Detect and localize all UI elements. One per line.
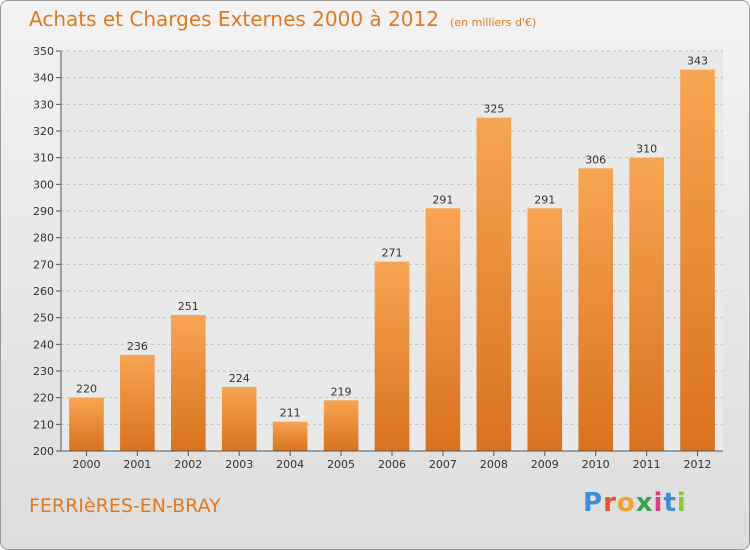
- x-tick-label: 2001: [123, 458, 151, 471]
- bar-value-label: 219: [331, 385, 352, 398]
- x-tick-label: 2005: [327, 458, 355, 471]
- y-tick-label: 250: [33, 312, 54, 325]
- y-tick-label: 200: [33, 445, 54, 458]
- x-tick-label: 2012: [684, 458, 712, 471]
- bar: [578, 168, 614, 452]
- y-tick-label: 280: [33, 232, 54, 245]
- bar: [120, 355, 155, 451]
- bar-value-label: 343: [687, 55, 708, 68]
- bars: 220 236 251 224 211 219 271 291 325 291 306 310 343: [69, 55, 715, 452]
- commune-name: FERRIèRES-EN-BRAY: [29, 495, 221, 517]
- y-tick-label: 270: [33, 258, 54, 271]
- x-tick-label: 2011: [633, 458, 661, 471]
- y-tick-label: 340: [33, 72, 54, 85]
- bar-value-label: 211: [280, 407, 301, 420]
- y-tick-label: 230: [33, 365, 54, 378]
- y-tick-label: 300: [33, 178, 54, 191]
- logo-letter: i: [676, 488, 687, 518]
- bar-value-label: 224: [229, 372, 250, 385]
- x-tick-label: 2007: [429, 458, 457, 471]
- y-tick-label: 330: [33, 98, 54, 111]
- logo-letter: x: [635, 488, 654, 518]
- bar: [272, 421, 308, 451]
- bar-value-label: 306: [585, 153, 606, 166]
- bar: [374, 261, 410, 451]
- x-tick-label: 2009: [531, 458, 559, 471]
- bar-value-label: 271: [382, 247, 403, 260]
- bar: [69, 397, 104, 451]
- bar: [527, 208, 563, 451]
- y-tick-label: 320: [33, 125, 54, 138]
- bar: [680, 69, 715, 452]
- chart-title: Achats et Charges Externes 2000 à 2012 (…: [29, 7, 536, 31]
- logo-letter: P: [583, 488, 604, 518]
- bar-value-label: 325: [483, 103, 504, 116]
- bar-value-label: 291: [432, 193, 453, 206]
- logo-letter: t: [663, 488, 677, 518]
- bar-value-label: 236: [127, 340, 148, 353]
- logo-letter: r: [603, 488, 617, 518]
- bar: [323, 400, 359, 451]
- logo-letter: i: [653, 488, 664, 518]
- bar-value-label: 251: [178, 300, 199, 313]
- x-tick-label: 2006: [378, 458, 406, 471]
- y-tick-label: 210: [33, 418, 54, 431]
- y-tick-label: 350: [33, 45, 54, 58]
- y-axis: 200 210 220 230 240 250 260 270 280 290 300 310 320 3…: [33, 45, 62, 458]
- bar: [425, 208, 461, 451]
- x-tick-label: 2000: [72, 458, 100, 471]
- bar: [629, 157, 664, 451]
- bar-value-label: 220: [76, 383, 97, 396]
- y-tick-label: 260: [33, 285, 54, 298]
- y-tick-label: 220: [33, 392, 54, 405]
- y-tick-label: 240: [33, 338, 54, 351]
- x-tick-label: 2008: [480, 458, 508, 471]
- x-tick-label: 2003: [225, 458, 253, 471]
- bar: [170, 315, 206, 451]
- x-tick-label: 2002: [174, 458, 202, 471]
- x-axis: 2000 2001 2002 2003 2004 2005 2006 2007 2008 2009…: [61, 450, 723, 471]
- chart-unit: (en milliers d'€): [450, 16, 537, 29]
- proxiti-logo: Proxiti: [583, 488, 687, 518]
- bar: [476, 117, 512, 452]
- chart-title-main: Achats et Charges Externes 2000 à 2012: [29, 7, 439, 31]
- y-tick-label: 290: [33, 205, 54, 218]
- x-tick-label: 2010: [582, 458, 610, 471]
- bar: [221, 387, 257, 451]
- x-tick-label: 2004: [276, 458, 304, 471]
- bar-value-label: 291: [534, 193, 555, 206]
- y-tick-label: 310: [33, 152, 54, 165]
- logo-letter: o: [616, 488, 636, 518]
- bar-value-label: 310: [636, 143, 657, 156]
